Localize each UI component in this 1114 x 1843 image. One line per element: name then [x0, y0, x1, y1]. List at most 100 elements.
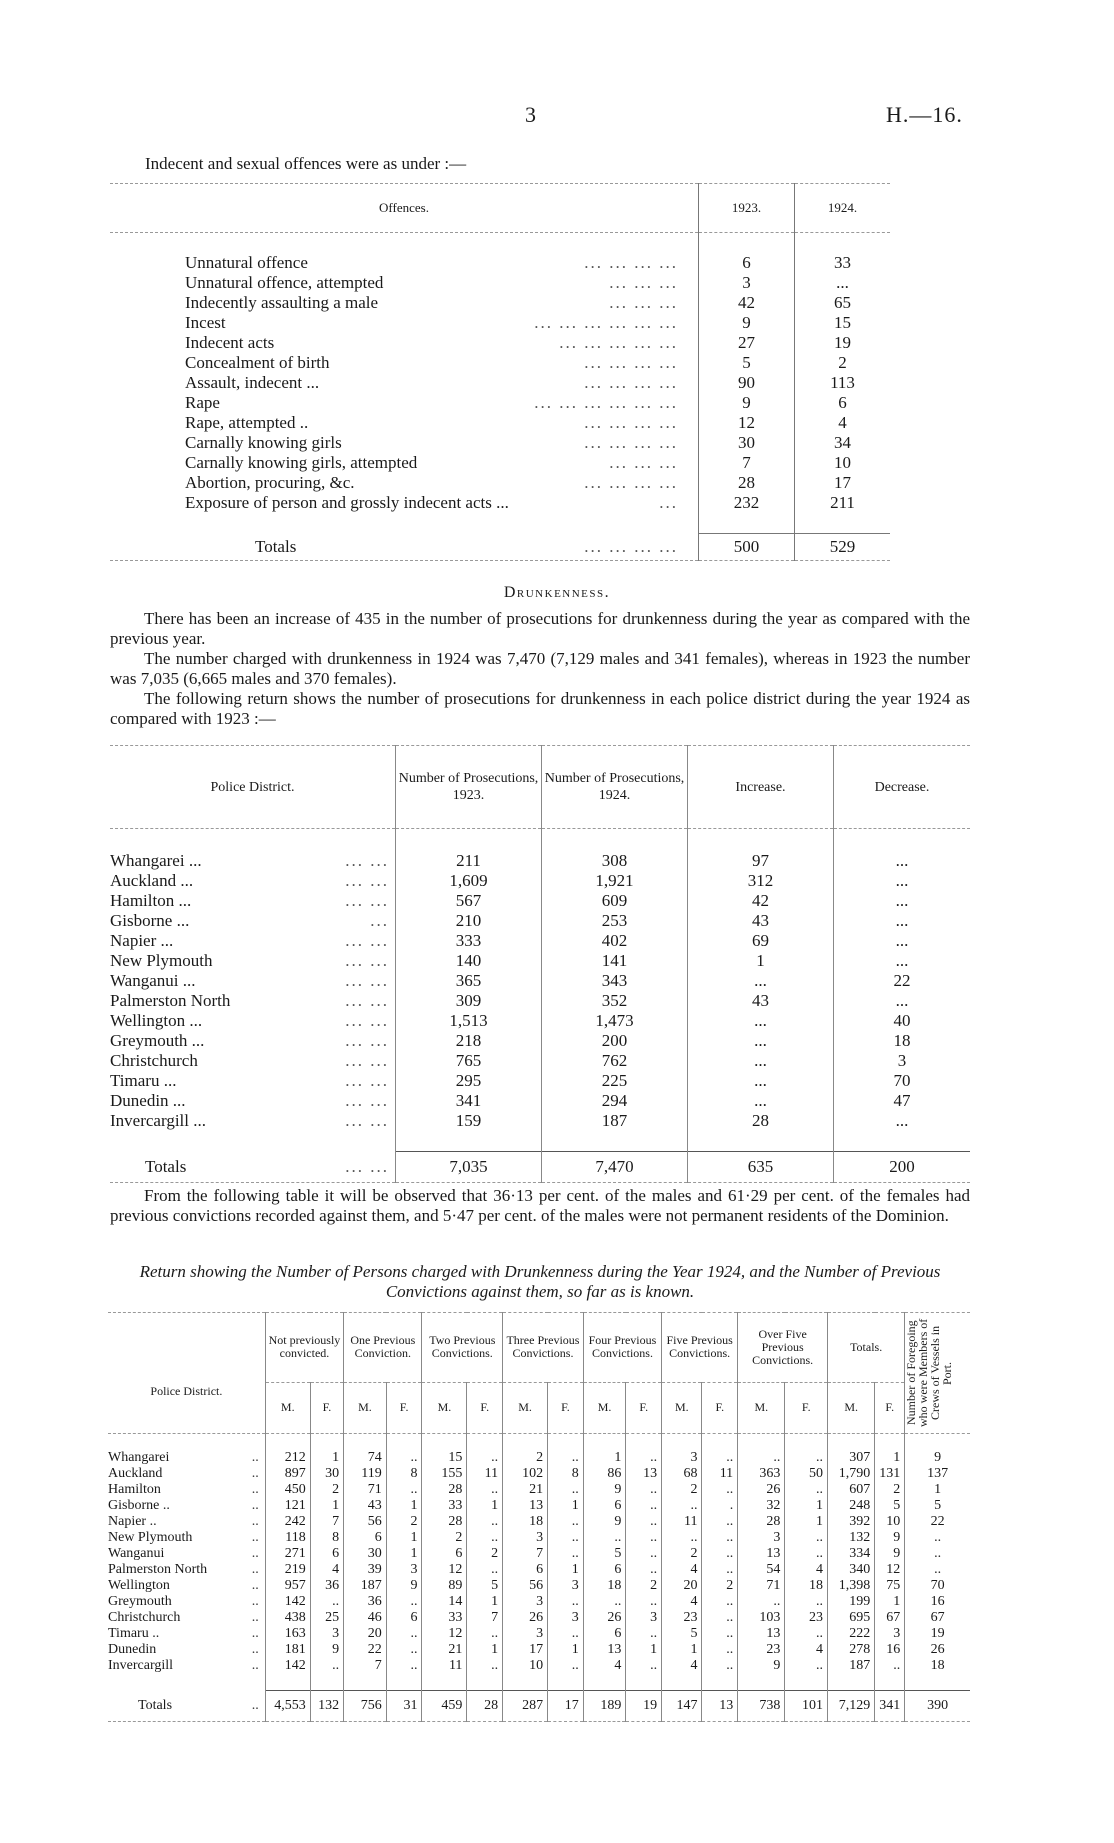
spacer-row [108, 1674, 970, 1691]
value-cell: .. [701, 1594, 738, 1610]
value-cell: 142 [264, 1658, 311, 1674]
district-cell: New Plymouth ... ... [110, 951, 396, 971]
value-cell: .. [547, 1658, 584, 1674]
dot-leader: ... ... [345, 1156, 389, 1176]
value-cell: .. [466, 1530, 503, 1546]
value-1923: 7 [698, 453, 795, 473]
value-cell: 36 [343, 1594, 387, 1610]
dot-leader: ... ... ... ... ... [559, 333, 678, 352]
crews-value: .. [904, 1530, 970, 1546]
value-cell: 9 [309, 1642, 344, 1658]
sex-header: M. [827, 1382, 875, 1434]
value-cell: .. [661, 1530, 702, 1546]
value-cell: 307 [827, 1450, 875, 1466]
crews-value: .. [904, 1562, 970, 1578]
value-cell: 86 [582, 1466, 626, 1482]
value-cell: 363 [737, 1466, 785, 1482]
value-1924: 34 [794, 433, 890, 453]
offence-label: Rape [185, 393, 220, 412]
value-1924: 19 [794, 333, 890, 353]
value-cell: 33 [421, 1498, 467, 1514]
value-cell: 8 [385, 1466, 422, 1482]
value-cell: .. [309, 1594, 344, 1610]
group-header: Two Previous Convictions. [421, 1312, 503, 1383]
value-cell: 5 [874, 1498, 905, 1514]
total-crews: 390 [904, 1690, 970, 1721]
district-cell: Auckland.. [108, 1466, 265, 1482]
sex-header: M. [421, 1382, 467, 1434]
total-value: 132 [309, 1690, 344, 1721]
column-header-1924: Number of Prosecutions, 1924. [541, 745, 688, 829]
dot-leader: ... ... [345, 851, 389, 870]
offence-label: Exposure of person and grossly indecent … [185, 493, 509, 512]
value-increase: ... [687, 1051, 834, 1071]
value-cell: 1 [661, 1642, 702, 1658]
value-cell: 1,398 [827, 1578, 875, 1594]
value-cell: 271 [264, 1546, 311, 1562]
value-cell: .. [582, 1530, 626, 1546]
value-cell: 1 [874, 1450, 905, 1466]
spacer [466, 1433, 503, 1450]
value-cell: 199 [827, 1594, 875, 1610]
previous-convictions-table: Police District. Not previously convicted… [108, 1312, 970, 1722]
value-cell: 28 [737, 1514, 785, 1530]
district-name: New Plymouth [110, 951, 213, 970]
value-cell: 74 [343, 1450, 387, 1466]
value-cell: .. [701, 1658, 738, 1674]
value-cell: 1 [784, 1498, 828, 1514]
table-row: Palmerston North.. 219 4 39 3 12.. 6 1 6.. 4.. 54 4… [108, 1562, 970, 1578]
value-cell: 23 [784, 1610, 828, 1626]
column-header-1923: 1923. [698, 183, 795, 233]
value-cell: .. [309, 1658, 344, 1674]
table-row: Wellington ... ... ... 1,513 1,473... 40 [110, 1011, 970, 1031]
column-header-increase: Increase. [687, 745, 834, 829]
district-cell: Whangarei ... ... ... [110, 851, 396, 871]
value-cell: 8 [309, 1530, 344, 1546]
dot-leader: ... ... ... ... [584, 413, 678, 432]
value-1924: 2 [794, 353, 890, 373]
table-row: Exposure of person and grossly indecent … [110, 493, 890, 513]
value-cell: 67 [874, 1610, 905, 1626]
dot-leader: ... ... [345, 1031, 389, 1050]
value-y1923: 765 [395, 1051, 542, 1071]
dot-leader: ... ... [345, 931, 389, 950]
value-cell: 15 [421, 1450, 467, 1466]
district-name: Christchurch [108, 1610, 181, 1625]
table-row: Gisborne .... 121 1 43 1 33 1 13 1 6..... 32 1 248 5 5 [108, 1498, 970, 1514]
value-1924: 4 [794, 413, 890, 433]
spacer [108, 1434, 265, 1451]
value-cell: 56 [343, 1514, 387, 1530]
total-value: 7,129 [827, 1690, 875, 1721]
value-cell: .. [625, 1530, 662, 1546]
value-cell: .. [625, 1658, 662, 1674]
dot-leader: ... ... ... [609, 293, 678, 312]
dot-leader: ... ... [345, 1111, 389, 1130]
spacer [110, 1131, 396, 1152]
dot-leader: ... ... ... ... [584, 433, 678, 452]
crews-value: 16 [904, 1594, 970, 1610]
value-cell: 71 [343, 1482, 387, 1498]
value-y1923: 210 [395, 911, 542, 931]
offence-cell: Carnally knowing girls ... ... ... ... [110, 433, 699, 453]
value-cell: 6 [582, 1498, 626, 1514]
total-1923: 500 [698, 533, 795, 560]
district-name: Palmerston North [108, 1562, 208, 1577]
totals-label: Totals [138, 1697, 173, 1713]
total-value: 19 [625, 1690, 662, 1721]
crews-value: 19 [904, 1626, 970, 1642]
crews-value: 22 [904, 1514, 970, 1530]
value-cell: 10 [502, 1658, 548, 1674]
value-cell: .. [784, 1482, 828, 1498]
value-cell: 695 [827, 1610, 875, 1626]
page-number: 3 [525, 102, 536, 127]
value-decrease: ... [833, 911, 970, 931]
value-cell: 2 [661, 1482, 702, 1498]
value-cell: 155 [421, 1466, 467, 1482]
value-y1923: 567 [395, 891, 542, 911]
spacer [264, 1433, 311, 1450]
crews-header-text: Number of Foregoing who were Members of … [904, 1318, 955, 1428]
district-name: Hamilton ... [110, 891, 192, 910]
dot-leader: ... ... ... ... [584, 373, 678, 392]
value-cell: 9 [737, 1658, 785, 1674]
value-cell: 56 [502, 1578, 548, 1594]
